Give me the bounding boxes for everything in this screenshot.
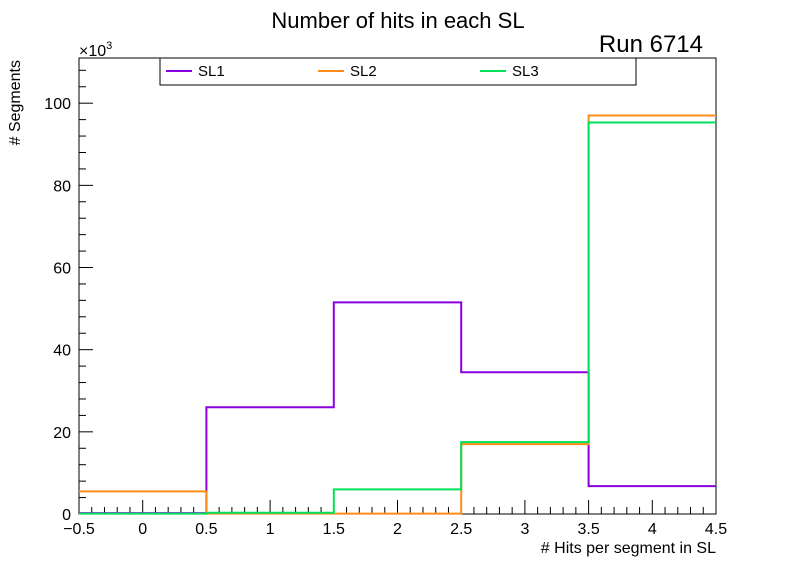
y-tick-label: 60 — [53, 261, 71, 278]
legend: SL1 SL2 SL3 — [159, 57, 637, 86]
y-tick-label: 100 — [44, 96, 71, 113]
chart-title: Number of hits in each SL — [271, 8, 524, 33]
legend-label-sl2: SL2 — [350, 63, 377, 80]
series-line-sl1 — [79, 301, 716, 515]
legend-label-sl3: SL3 — [512, 63, 539, 80]
x-tick-label: 4 — [648, 521, 657, 538]
y-tick-label: 40 — [53, 343, 71, 360]
y-tick-label: 0 — [62, 507, 71, 524]
x-tick-label: 2.5 — [450, 521, 472, 538]
series-group — [79, 114, 716, 515]
legend-box — [159, 57, 637, 86]
x-tick-label: −0.5 — [63, 521, 95, 538]
series-line-sl3 — [79, 121, 716, 515]
series-line-sl2 — [79, 114, 716, 515]
legend-label-sl1: SL1 — [198, 63, 225, 80]
x-tick-label: 1 — [266, 521, 275, 538]
x-tick-label: 3.5 — [577, 521, 599, 538]
x-axis: −0.5 0 0.5 1 1.5 2 2.5 3 3.5 4 4.5 — [63, 500, 727, 538]
y-tick-label: 20 — [53, 425, 71, 442]
x-tick-label: 0 — [138, 521, 147, 538]
x-tick-label: 4.5 — [705, 521, 727, 538]
y-axis-title: # Segments — [7, 60, 24, 145]
x-tick-label: 2 — [393, 521, 402, 538]
x-axis-title: # Hits per segment in SL — [541, 540, 716, 557]
x-tick-label: 3 — [520, 521, 529, 538]
y-multiplier-label: ×103 — [79, 40, 112, 60]
x-tick-label: 1.5 — [323, 521, 345, 538]
y-axis: 0 20 40 60 80 100 — [44, 69, 93, 524]
y-tick-label: 80 — [53, 178, 71, 195]
plot-frame — [78, 57, 717, 515]
run-label: Run 6714 — [599, 31, 703, 58]
x-tick-label: 0.5 — [195, 521, 217, 538]
